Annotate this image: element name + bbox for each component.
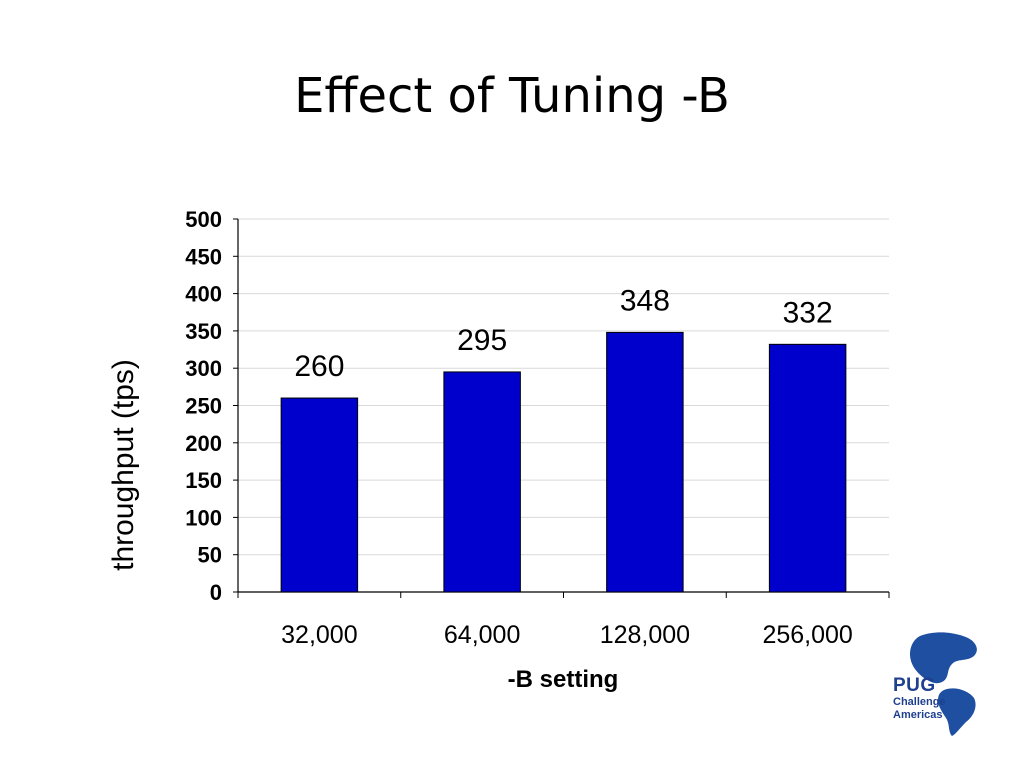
- data-label: 332: [783, 296, 833, 329]
- y-tick-labels: 0 50 100 150 200 250 300 350 400 450 500: [185, 207, 222, 605]
- y-tick-label: 50: [198, 543, 222, 568]
- slide-title: Effect of Tuning -B: [294, 68, 730, 124]
- y-tick-label: 350: [185, 319, 222, 344]
- x-tick-label: 32,000: [281, 621, 357, 649]
- y-tick-label: 450: [185, 244, 222, 269]
- y-tick-label: 100: [185, 505, 222, 530]
- x-tick-label: 64,000: [444, 621, 520, 649]
- y-tick-label: 300: [185, 356, 222, 381]
- bar: [443, 371, 521, 593]
- bars: [280, 331, 847, 593]
- data-label: 348: [620, 284, 670, 317]
- bar: [606, 331, 684, 593]
- data-labels: 260 295 348 332: [294, 284, 832, 383]
- bar: [280, 397, 359, 593]
- data-label: 260: [294, 350, 344, 383]
- logo: PUG Challenge Americas: [893, 676, 946, 721]
- x-tick-label: 256,000: [762, 621, 852, 649]
- y-tick-label: 0: [210, 580, 222, 605]
- x-tick-labels: 32,000 64,000 128,000 256,000: [281, 621, 853, 649]
- logo-line2: Challenge: [893, 696, 946, 708]
- y-tick-label: 500: [185, 207, 222, 232]
- y-tick-label: 400: [185, 282, 222, 307]
- y-tick-label: 200: [185, 431, 222, 456]
- y-axis-label: throughput (tps): [107, 359, 140, 571]
- logo-line1: PUG: [893, 675, 936, 696]
- logo-line3: Americas: [893, 709, 943, 721]
- bar: [768, 343, 847, 593]
- x-axis-label: -B setting: [508, 666, 619, 693]
- data-label: 295: [457, 324, 507, 357]
- x-tick-label: 128,000: [600, 621, 690, 649]
- y-tick-label: 150: [185, 468, 222, 493]
- americas-map-icon: [910, 632, 977, 736]
- y-tick-label: 250: [185, 394, 222, 419]
